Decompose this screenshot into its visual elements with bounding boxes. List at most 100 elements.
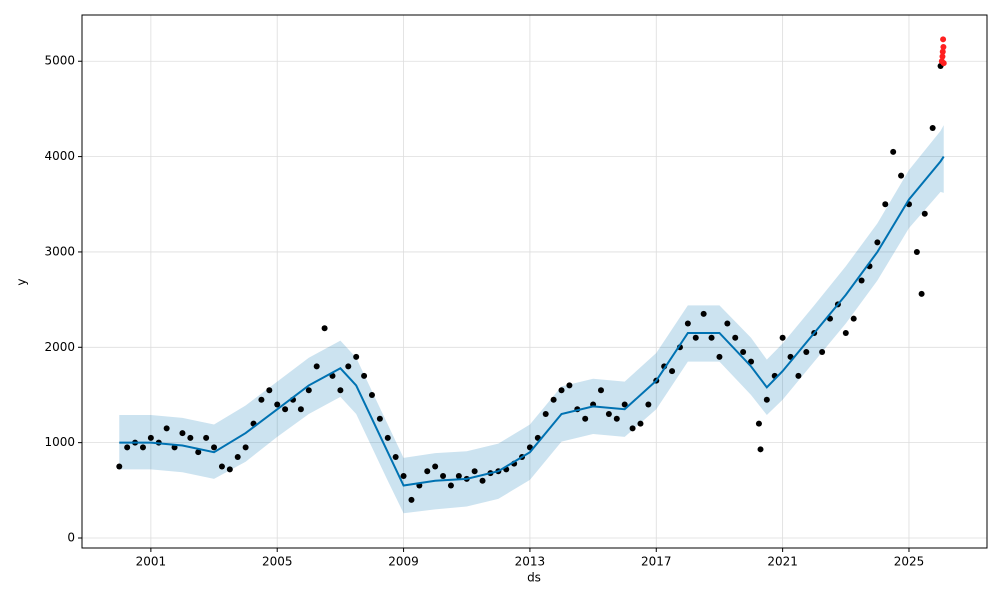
data-point [637,420,644,427]
data-point [732,334,739,341]
y-axis-label: y [15,278,29,285]
data-point [898,172,905,179]
data-point [305,387,312,394]
data-point [337,387,344,394]
data-point [858,277,865,284]
data-point [918,290,925,297]
data-point [471,468,478,475]
x-tick-label: 2001 [136,555,167,569]
x-tick-label: 2021 [767,555,798,569]
data-point [440,473,447,480]
data-point [748,358,755,365]
data-point [424,468,431,475]
data-point [645,401,652,408]
data-point [939,48,946,55]
data-point [187,434,194,441]
data-point [940,43,947,50]
data-point [940,36,947,43]
data-point [558,387,565,394]
data-point [234,453,241,460]
data-point [455,473,462,480]
data-point [258,396,265,403]
data-point [124,444,131,451]
data-point [819,349,826,356]
data-point [321,325,328,332]
data-point [542,411,549,418]
data-point [400,473,407,480]
data-point [139,444,146,451]
data-point [147,434,154,441]
data-point [274,401,281,408]
forecast-line [119,156,945,487]
data-point [913,248,920,255]
y-tick-label: 4000 [44,149,75,163]
data-point [218,463,225,470]
y-tick-label: 1000 [44,435,75,449]
x-tick-label: 2013 [515,555,546,569]
data-point [163,425,170,432]
data-point [361,372,368,379]
data-point [211,444,218,451]
data-point [700,310,707,317]
data-point [179,430,186,437]
data-point [297,406,304,413]
data-point [313,363,320,370]
data-point [779,334,786,341]
data-point [939,53,946,60]
data-point [392,453,399,460]
data-point [353,353,360,360]
x-tick-label: 2009 [388,555,419,569]
data-point [203,434,210,441]
x-tick-label: 2005 [262,555,293,569]
data-point [226,466,233,473]
y-tick-label: 0 [67,530,75,544]
data-point [242,444,249,451]
data-point [755,420,762,427]
data-point [432,463,439,470]
data-point [629,425,636,432]
data-point [940,60,947,67]
data-point [605,411,612,418]
data-point [550,396,557,403]
data-point [384,434,391,441]
data-point [882,201,889,208]
x-tick-label: 2025 [894,555,925,569]
data-point [566,382,573,389]
data-point [716,353,723,360]
x-tick-label: 2017 [641,555,672,569]
data-point [621,401,628,408]
data-point [763,396,770,403]
data-point [116,463,123,470]
data-point [195,449,202,456]
x-axis-label: ds [527,571,541,585]
data-point [921,210,928,217]
data-point [757,446,764,453]
data-point [684,320,691,327]
uncertainty-band [119,125,944,514]
data-point [874,239,881,246]
data-point [345,363,352,370]
data-point [408,496,415,503]
data-point [368,391,375,398]
data-point [740,349,747,356]
data-point [692,334,699,341]
data-point [582,415,589,422]
data-point [669,368,676,375]
data-point [929,124,936,131]
data-point [850,315,857,322]
data-point [724,320,731,327]
data-point [266,387,273,394]
data-point [708,334,715,341]
plot-frame [81,14,988,549]
data-point [803,349,810,356]
data-point [795,372,802,379]
data-point [376,415,383,422]
data-point [613,415,620,422]
y-tick-label: 3000 [44,244,75,258]
data-point [447,482,454,489]
data-point [890,148,897,155]
data-point [479,477,486,484]
y-tick-label: 5000 [44,54,75,68]
data-point [597,387,604,394]
